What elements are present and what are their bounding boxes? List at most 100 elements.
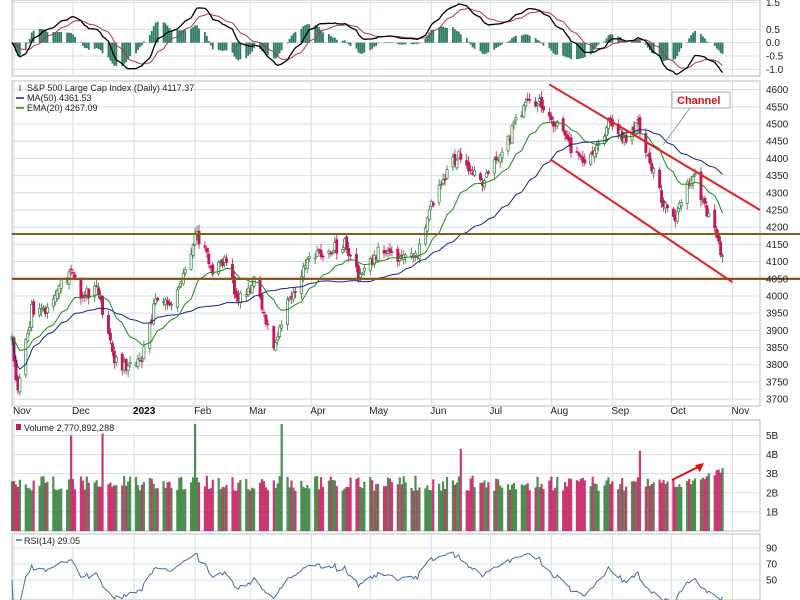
macd-histogram-bar <box>465 37 468 43</box>
candle-body <box>522 105 526 118</box>
candle-body <box>445 169 449 179</box>
macd-histogram-bar <box>125 42 128 63</box>
macd-histogram-bar <box>259 42 261 49</box>
candle-body <box>69 268 73 271</box>
macd-histogram-bar <box>469 42 472 45</box>
macd-histogram-bar <box>249 42 252 55</box>
macd-histogram-bar <box>385 42 387 44</box>
macd-histogram-bar <box>32 30 35 43</box>
macd-histogram-bar <box>650 42 653 53</box>
candle-body <box>24 339 28 376</box>
macd-histogram-bar <box>251 42 254 52</box>
volume-bar <box>349 477 352 531</box>
volume-bar <box>274 487 277 531</box>
candle-body <box>685 181 689 204</box>
macd-histogram-bar <box>58 32 61 43</box>
volume-bar <box>56 489 59 531</box>
macd-histogram-bar <box>361 42 364 54</box>
macd-histogram-bar <box>666 42 669 60</box>
candle-body <box>38 307 42 316</box>
macd-histogram-bar <box>705 41 708 43</box>
volume-bar <box>701 477 705 531</box>
macd-histogram-bar <box>178 30 181 43</box>
candle-body <box>439 183 443 186</box>
candle-body <box>660 190 664 203</box>
macd-histogram-bar <box>485 42 488 54</box>
price-tick-label: 4600 <box>766 85 789 96</box>
volume-bar <box>331 480 334 531</box>
macd-histogram-bar <box>660 42 663 60</box>
candle-body <box>484 172 488 178</box>
candle-body <box>262 312 266 314</box>
volume-bar <box>317 489 321 531</box>
price-tick-label: 3950 <box>766 309 789 320</box>
candle-body <box>95 285 99 287</box>
candle-body <box>675 211 679 222</box>
macd-histogram-bar <box>113 42 116 67</box>
candle-body <box>97 287 101 295</box>
macd-histogram-bar <box>329 35 332 43</box>
volume-bar <box>699 479 703 531</box>
macd-histogram-bar <box>511 38 513 43</box>
macd-line <box>11 3 724 75</box>
candle-body <box>189 254 193 270</box>
volume-bar <box>680 486 683 531</box>
candle-body <box>169 304 173 306</box>
macd-histogram-bar <box>570 42 572 60</box>
candle-body <box>650 163 654 172</box>
macd-histogram-bar <box>446 27 448 43</box>
volume-bar <box>646 478 649 531</box>
rsi-tick-label: 70 <box>766 560 778 571</box>
volume-bar <box>54 489 57 531</box>
volume-bar <box>333 480 336 531</box>
candle-body <box>264 314 268 325</box>
volume-bar <box>589 486 592 531</box>
volume-bar <box>455 482 458 531</box>
volume-bar <box>501 487 504 531</box>
macd-histogram-bar <box>658 42 661 57</box>
volume-bar <box>203 486 207 531</box>
macd-histogram-bar <box>328 34 330 43</box>
macd-histogram-bar <box>182 29 185 43</box>
candle-body <box>467 162 471 172</box>
macd-histogram-bar <box>247 42 250 56</box>
volume-bar <box>97 486 100 531</box>
volume-bar <box>40 476 43 531</box>
macd-histogram-bar <box>148 34 151 43</box>
volume-bar <box>191 477 195 531</box>
candle-body <box>542 105 545 111</box>
volume-bar <box>107 484 110 531</box>
macd-histogram-bar <box>72 34 74 43</box>
candle-body <box>721 255 725 257</box>
volume-bar <box>686 481 689 531</box>
macd-histogram-bar <box>609 34 612 43</box>
macd-histogram-bar <box>363 42 366 53</box>
candle-body <box>59 279 63 289</box>
candle-body <box>83 294 87 297</box>
volume-bar <box>441 481 445 531</box>
volume-bar <box>156 488 159 531</box>
volume-bar <box>113 485 116 531</box>
volume-bar <box>430 490 433 531</box>
volume-bar <box>361 488 364 531</box>
macd-histogram-bar <box>274 42 277 59</box>
volume-bar <box>180 476 183 531</box>
candle-body <box>177 285 181 289</box>
volume-bar <box>60 488 63 531</box>
macd-histogram-bar <box>139 42 141 48</box>
volume-bar <box>359 486 362 531</box>
candle-body <box>506 135 510 152</box>
macd-histogram-bar <box>548 42 551 49</box>
volume-bar <box>487 482 490 531</box>
volume-tick-label: 3B <box>766 469 779 480</box>
macd-tick-label: 0.0 <box>766 38 780 49</box>
volume-bar <box>443 488 447 531</box>
volume-bar <box>432 479 435 531</box>
candle-body <box>486 171 490 174</box>
volume-bar <box>38 485 41 531</box>
x-tick-label: Apr <box>310 406 326 417</box>
volume-legend-bg <box>15 422 165 433</box>
macd-histogram-bar <box>633 41 635 43</box>
volume-bar <box>524 484 527 531</box>
candle-body <box>329 252 333 255</box>
